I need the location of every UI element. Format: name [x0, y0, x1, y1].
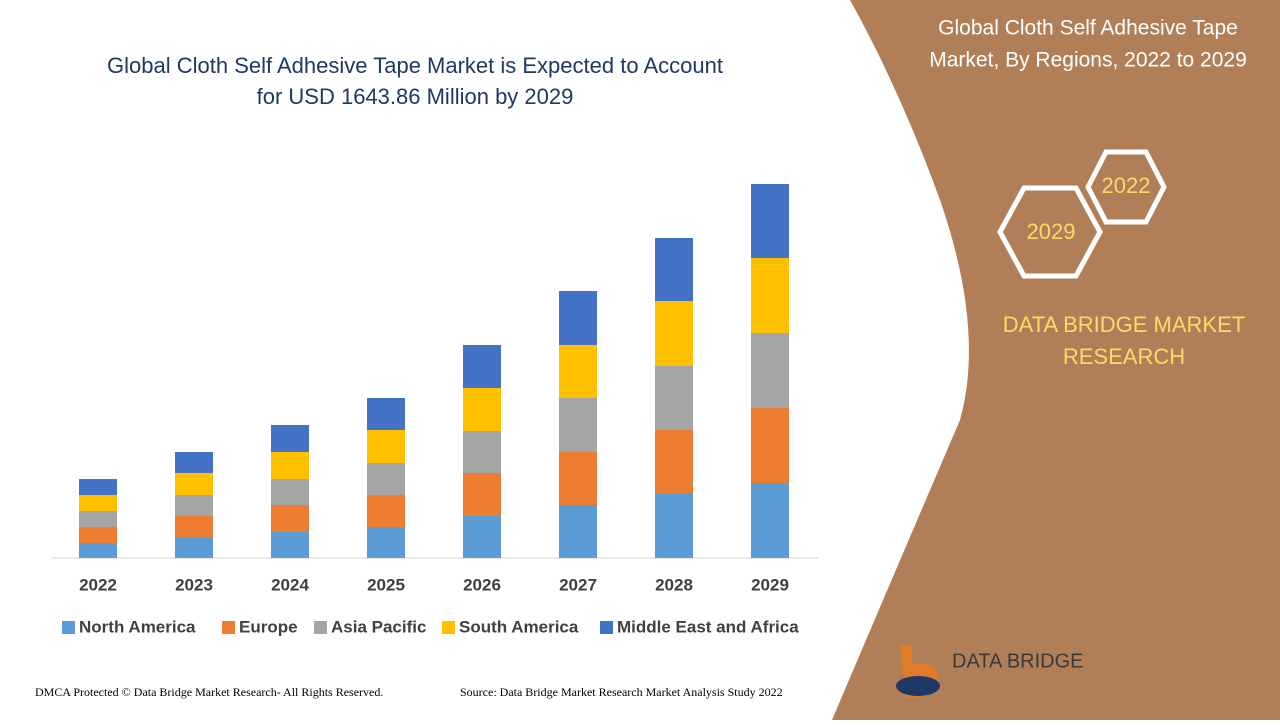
brand-text: RESEARCH [1063, 344, 1185, 369]
bar-segment [79, 495, 117, 511]
bar-segment [463, 388, 501, 431]
bar-segment [655, 366, 693, 430]
bar-segment [655, 430, 693, 494]
hexagon [997, 185, 1103, 279]
bar-segment [559, 291, 597, 345]
bar-segment [367, 495, 405, 527]
bar-segment [559, 505, 597, 558]
bar-segment [175, 538, 213, 558]
bar-segment [271, 532, 309, 558]
bar-segment [559, 452, 597, 505]
bar-segment [367, 527, 405, 558]
chart-title: Global Cloth Self Adhesive Tape Market i… [107, 53, 723, 78]
chart-title: for USD 1643.86 Million by 2029 [257, 84, 574, 109]
bar-segment [79, 527, 117, 543]
bar-segment [655, 494, 693, 558]
legend-swatch [222, 621, 235, 634]
x-tick-label: 2024 [271, 575, 309, 594]
bar-segment [463, 473, 501, 516]
legend-swatch [600, 621, 613, 634]
bar-segment [751, 184, 789, 258]
logo-text: DATA BRIDGE [952, 650, 1084, 672]
hexagon [1085, 149, 1167, 225]
panel-title: Global Cloth Self Adhesive Tape [938, 17, 1238, 40]
side-panel [832, 0, 1280, 720]
bar-segment [271, 425, 309, 452]
bar-segment [271, 452, 309, 479]
bar-segment [367, 398, 405, 430]
bar-segment [751, 333, 789, 408]
bar-segment [367, 430, 405, 463]
x-tick-label: 2028 [655, 575, 693, 594]
bar-segment [559, 345, 597, 398]
bar-segment [175, 473, 213, 495]
bar-segment [463, 431, 501, 473]
bar-segment [559, 398, 597, 452]
bar-segment [367, 463, 405, 495]
bar-segment [463, 516, 501, 558]
bar-segment [271, 479, 309, 505]
legend-label: South America [459, 617, 579, 636]
bar-segment [175, 495, 213, 516]
bar-segment [655, 301, 693, 366]
x-tick-label: 2023 [175, 575, 213, 594]
legend-label: Middle East and Africa [617, 617, 799, 636]
bar-segment [463, 345, 501, 388]
bar-segment [751, 483, 789, 558]
bar-segment [79, 511, 117, 527]
legend-swatch [314, 621, 327, 634]
footer-text: Source: Data Bridge Market Research Mark… [460, 685, 783, 699]
panel-title: Market, By Regions, 2022 to 2029 [929, 49, 1247, 72]
bar-segment [751, 408, 789, 483]
hex-label: 2029 [1027, 219, 1076, 244]
brand-text: DATA BRIDGE MARKET [1003, 312, 1245, 337]
legend-label: Asia Pacific [331, 617, 426, 636]
x-tick-label: 2022 [79, 575, 117, 594]
bar-segment [79, 543, 117, 558]
x-tick-label: 2029 [751, 575, 789, 594]
footer-text: DMCA Protected © Data Bridge Market Rese… [35, 685, 383, 699]
bar-segment [271, 505, 309, 532]
legend-swatch [62, 621, 75, 634]
x-tick-label: 2025 [367, 575, 405, 594]
bar-segment [751, 258, 789, 333]
bar-segment [175, 452, 213, 473]
legend-label: Europe [239, 617, 298, 636]
bar-segment [79, 479, 117, 495]
legend-swatch [442, 621, 455, 634]
logo-icon [896, 676, 940, 696]
x-tick-label: 2027 [559, 575, 597, 594]
x-tick-label: 2026 [463, 575, 501, 594]
bar-segment [655, 238, 693, 301]
bar-segment [175, 516, 213, 538]
legend-label: North America [79, 617, 196, 636]
hex-label: 2022 [1102, 173, 1151, 198]
